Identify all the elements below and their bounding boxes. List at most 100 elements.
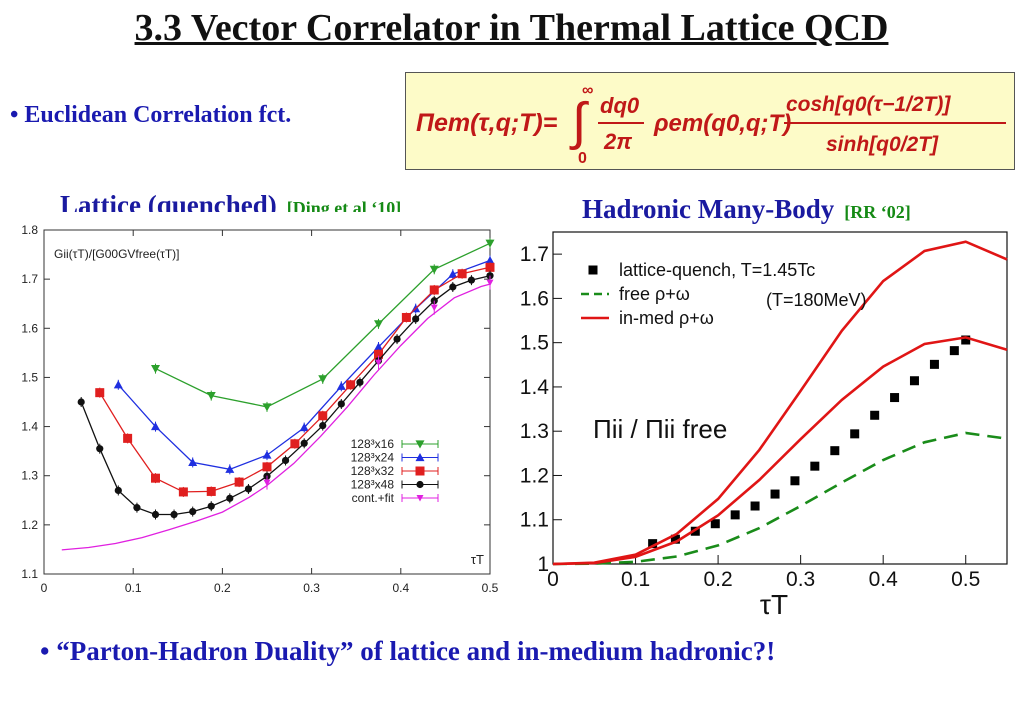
left-data-point: [457, 269, 467, 279]
frac-denominator: sinh[q0/2T]: [826, 133, 939, 156]
right-plot-frame: [552, 231, 1008, 565]
left-data-point: [77, 398, 85, 406]
lattice-chart: 0 0.1 0.2 0.3 0.4 0.5 1.1 1.2 1.3 1.4 1.5 1.6 1.7 1.8…: [2, 212, 517, 607]
right-series-3: [552, 240, 1008, 566]
right-legend-label: free ρ+ω: [619, 284, 690, 304]
left-x-tick-label: 0.3: [303, 581, 320, 595]
left-data-point: [262, 462, 272, 472]
right-legend-label: in-med ρ+ω: [619, 308, 714, 328]
right-y-tick-label: 1.5: [520, 332, 549, 355]
left-data-point: [485, 239, 495, 248]
right-data-point: [670, 534, 680, 544]
left-data-point: [189, 507, 197, 516]
right-data-point: [730, 510, 740, 520]
right-series-0: [648, 335, 971, 549]
left-data-point: [113, 380, 123, 389]
left-data-point: [225, 464, 235, 473]
left-data-point: [281, 456, 290, 465]
right-x-tick-label: 0: [547, 568, 559, 591]
left-legend-marker: [416, 495, 424, 502]
left-series-2: [95, 262, 495, 497]
right-data-point: [790, 476, 800, 486]
left-data-point: [429, 285, 439, 295]
left-y-tick-label: 1.8: [21, 223, 38, 237]
left-legend-label: 128³x32: [351, 464, 395, 478]
left-data-point: [290, 439, 300, 449]
right-series-line: [552, 431, 1008, 566]
right-data-point: [648, 539, 658, 549]
hadronic-chart: 0 0.1 0.2 0.3 0.4 0.5 1 1.1 1.2 1.3 1.4 1.5 1.6 1.7 τT…: [515, 226, 1020, 621]
left-legend-marker: [415, 440, 425, 449]
left-data-point: [300, 439, 308, 447]
right-y-tick-label: 1: [537, 553, 549, 576]
left-x-tick-label: 0.1: [125, 581, 142, 595]
left-data-point: [467, 276, 476, 284]
left-data-point: [356, 378, 364, 386]
left-data-point: [374, 320, 383, 329]
left-series-3: [77, 270, 494, 520]
left-y-tick-label: 1.2: [21, 518, 38, 532]
left-x-tick-label: 0.2: [214, 581, 231, 595]
left-data-point: [401, 312, 411, 322]
formula-box: Πem(τ,q;T)= ∫ ∞ 0 dq0 2π ρem(q0,q;T) cos…: [405, 72, 1015, 170]
right-data-point: [830, 446, 840, 456]
left-y-tick-label: 1.4: [21, 420, 38, 434]
right-annotation: Πii / Πii free: [593, 414, 727, 444]
left-data-point: [263, 479, 271, 487]
left-data-point: [234, 477, 244, 487]
left-data-point: [123, 433, 133, 443]
right-y-tick-label: 1.6: [520, 287, 549, 310]
right-y-tick-label: 1.7: [520, 243, 549, 266]
right-data-point: [810, 461, 820, 471]
right-data-point: [929, 359, 939, 369]
formula-svg: Πem(τ,q;T)= ∫ ∞ 0 dq0 2π ρem(q0,q;T) cos…: [416, 82, 1006, 167]
left-data-point: [318, 375, 328, 384]
left-series-line: [61, 283, 491, 551]
right-data-point: [710, 519, 720, 529]
left-y-tick-label: 1.6: [21, 321, 38, 335]
bullet-duality: • “Parton-Hadron Duality” of lattice and…: [40, 636, 776, 666]
right-x-tick-label: 0.5: [951, 568, 980, 591]
left-data-point: [244, 485, 253, 493]
left-legend-marker: [415, 453, 425, 462]
left-y-tick-label: 1.5: [21, 370, 38, 384]
left-data-point: [374, 342, 383, 351]
left-data-point: [318, 411, 328, 421]
left-xlabel: τT: [471, 552, 484, 567]
left-data-point: [299, 423, 309, 432]
left-data-point: [206, 392, 216, 401]
left-plot-frame: [43, 229, 491, 575]
left-data-point: [133, 504, 141, 512]
left-data-point: [262, 450, 272, 459]
left-series-4: [61, 275, 494, 551]
left-data-point: [374, 349, 383, 359]
left-y-tick-label: 1.1: [21, 567, 38, 581]
right-x-tick-label: 0.2: [703, 568, 732, 591]
frac-numerator: cosh[q0(τ−1/2T)]: [786, 93, 951, 116]
left-data-point: [346, 380, 356, 390]
left-data-point: [375, 359, 382, 367]
right-data-point: [690, 526, 700, 536]
left-data-point: [188, 457, 198, 467]
right-legend-note: (T=180MeV): [766, 290, 867, 310]
left-y-tick-label: 1.3: [21, 469, 38, 483]
right-data-point: [770, 489, 780, 499]
left-data-point: [170, 510, 178, 519]
left-x-tick-label: 0: [41, 581, 48, 595]
right-series-line: [552, 336, 1008, 566]
left-data-point: [151, 364, 160, 374]
left-data-point: [96, 445, 104, 453]
left-data-point: [412, 315, 420, 323]
right-legend-label: lattice-quench, T=1.45Tc: [619, 260, 815, 280]
right-data-point: [890, 393, 900, 403]
left-data-point: [226, 494, 234, 502]
right-x-tick-label: 0.1: [621, 568, 650, 591]
right-title-text: Hadronic Many-Body: [582, 194, 835, 224]
right-data-point: [949, 346, 959, 356]
left-data-point: [337, 400, 345, 408]
right-reference: [RR ‘02]: [844, 202, 911, 222]
left-series-0: [151, 238, 495, 412]
right-data-point: [870, 410, 880, 420]
left-data-point: [336, 381, 346, 390]
left-data-point: [207, 502, 215, 510]
